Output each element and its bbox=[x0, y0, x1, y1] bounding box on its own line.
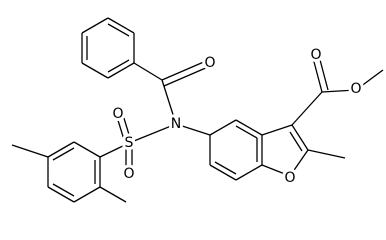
molecule-diagram: O N S O O O O O bbox=[11, 17, 384, 203]
atom-label: O bbox=[284, 170, 295, 186]
bonds bbox=[11, 17, 384, 203]
atom-label: O bbox=[204, 55, 215, 71]
atom-label: O bbox=[350, 81, 361, 97]
atom-label: O bbox=[310, 47, 321, 63]
atom-label: S bbox=[125, 135, 134, 151]
atom-labels: O N S O O O O O bbox=[109, 44, 364, 189]
atom-label: O bbox=[123, 166, 134, 182]
atom-label: N bbox=[171, 116, 181, 132]
atom-label: O bbox=[112, 106, 123, 122]
